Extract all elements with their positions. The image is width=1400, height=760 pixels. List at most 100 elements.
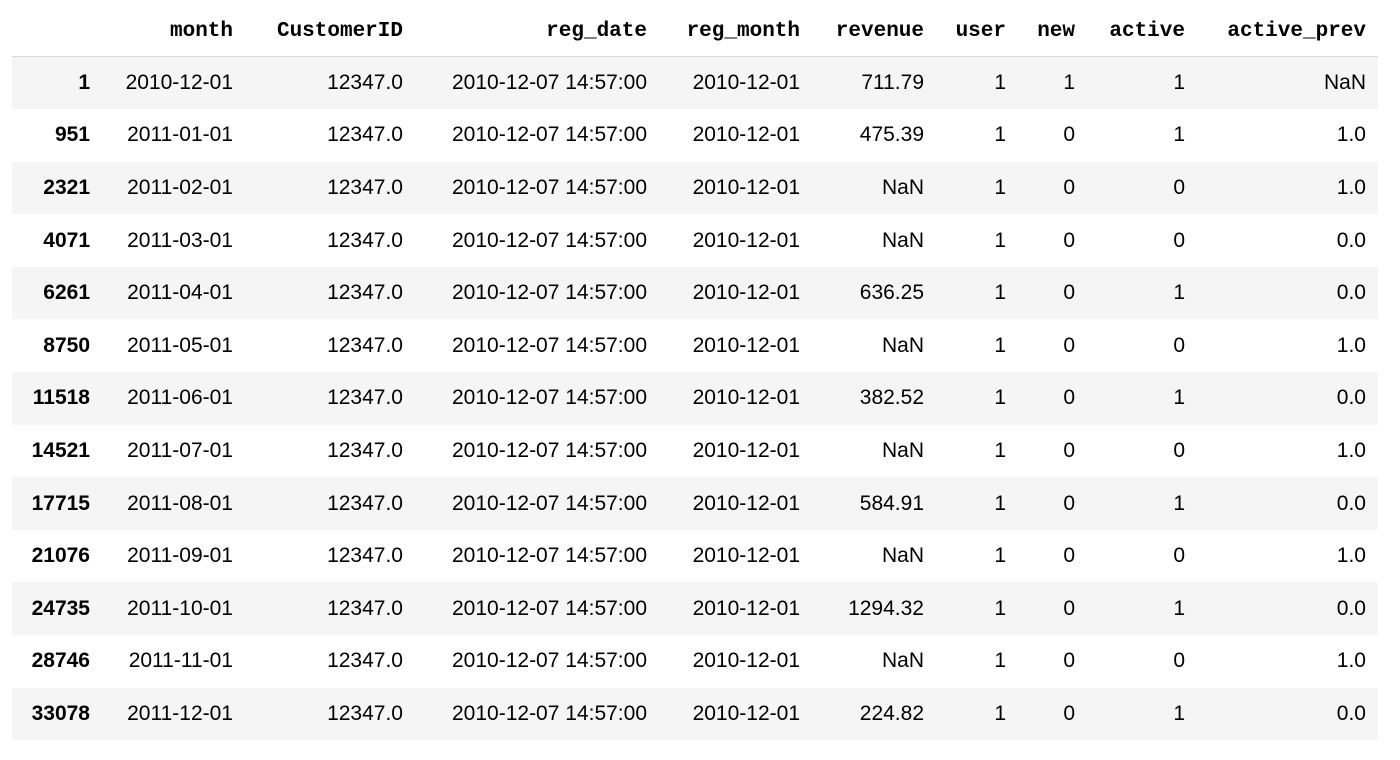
cell-month: 2011-02-01 <box>127 175 233 199</box>
table-row: 6261 2011-04-01 12347.0 2010-12-07 14:57:00… <box>12 266 1378 320</box>
column-header-user: user <box>936 6 1018 57</box>
cell-active: 1 <box>1173 123 1185 147</box>
cell-active: 0 <box>1173 438 1185 462</box>
table-row: 4071 2011-03-01 12347.0 2010-12-07 14:57:00… <box>12 214 1378 267</box>
row-index: 8750 <box>43 333 90 357</box>
row-index: 2321 <box>43 175 90 199</box>
cell-month: 2011-03-01 <box>127 228 233 252</box>
column-header-month: month <box>102 6 245 57</box>
cell-active: 0 <box>1173 544 1185 568</box>
cell-user: 1 <box>994 281 1006 305</box>
cell-active-prev: 0.0 <box>1336 701 1366 725</box>
cell-customerid: 12347.0 <box>327 701 403 725</box>
cell-reg-month: 2010-12-01 <box>692 281 800 305</box>
cell-user: 1 <box>994 175 1006 199</box>
cell-user: 1 <box>994 544 1006 568</box>
cell-reg-month: 2010-12-01 <box>692 123 800 147</box>
table-header: month CustomerID reg_date reg_month reve… <box>12 6 1378 57</box>
row-index: 4071 <box>43 228 90 252</box>
cell-revenue: 711.79 <box>861 71 924 95</box>
cell-reg-date: 2010-12-07 14:57:00 <box>452 544 647 568</box>
table-row: 1 2010-12-01 12347.0 2010-12-07 14:57:00 201… <box>12 56 1378 110</box>
cell-active-prev: 0.0 <box>1336 228 1366 252</box>
cell-new: 0 <box>1063 438 1075 462</box>
cell-active-prev: 1.0 <box>1336 438 1366 462</box>
cell-revenue: 382.52 <box>859 386 924 410</box>
cell-month: 2011-07-01 <box>127 438 233 462</box>
table-row: 11518 2011-06-01 12347.0 2010-12-07 14:57:0… <box>12 372 1378 425</box>
row-index: 11518 <box>32 386 90 410</box>
cell-month: 2011-10-01 <box>127 596 233 620</box>
dataframe-output: month CustomerID reg_date reg_month reve… <box>12 6 1378 741</box>
cell-revenue: NaN <box>881 175 924 199</box>
cell-active: 0 <box>1173 228 1185 252</box>
table-row: 33078 2011-12-01 12347.0 2010-12-07 14:57:0… <box>12 687 1378 741</box>
cell-revenue: NaN <box>881 438 924 462</box>
cell-reg-date: 2010-12-07 14:57:00 <box>452 71 647 95</box>
cell-user: 1 <box>994 333 1006 357</box>
cell-reg-date: 2010-12-07 14:57:00 <box>452 123 647 147</box>
cell-user: 1 <box>994 701 1006 725</box>
cell-new: 0 <box>1063 596 1075 620</box>
cell-new: 0 <box>1063 123 1075 147</box>
row-index: 33078 <box>31 701 90 725</box>
cell-new: 0 <box>1063 228 1075 252</box>
cell-new: 0 <box>1063 701 1075 725</box>
cell-new: 0 <box>1063 333 1075 357</box>
cell-reg-date: 2010-12-07 14:57:00 <box>452 175 647 199</box>
table-row: 951 2011-01-01 12347.0 2010-12-07 14:57:00 2… <box>12 109 1378 162</box>
cell-customerid: 12347.0 <box>327 491 403 515</box>
cell-active-prev: 1.0 <box>1336 333 1366 357</box>
cell-customerid: 12347.0 <box>327 544 403 568</box>
row-index: 14521 <box>31 438 90 462</box>
cell-new: 0 <box>1063 281 1075 305</box>
cell-customerid: 12347.0 <box>327 333 403 357</box>
cell-reg-month: 2010-12-01 <box>692 175 800 199</box>
column-header-reg-month: reg_month <box>659 6 812 57</box>
table-row: 28746 2011-11-01 12347.0 2010-12-07 14:57:0… <box>12 635 1378 688</box>
cell-reg-month: 2010-12-01 <box>692 386 800 410</box>
cell-month: 2011-11-01 <box>128 649 233 673</box>
row-index: 6261 <box>43 281 90 305</box>
cell-reg-date: 2010-12-07 14:57:00 <box>452 281 647 305</box>
cell-active: 0 <box>1173 649 1185 673</box>
row-index: 28746 <box>31 649 90 673</box>
cell-reg-date: 2010-12-07 14:57:00 <box>452 701 647 725</box>
cell-month: 2011-08-01 <box>127 491 233 515</box>
column-header-active: active <box>1087 6 1197 57</box>
cell-user: 1 <box>994 228 1006 252</box>
cell-customerid: 12347.0 <box>327 649 403 673</box>
cell-revenue: 636.25 <box>859 281 924 305</box>
cell-customerid: 12347.0 <box>327 386 403 410</box>
cell-month: 2011-06-01 <box>127 386 233 410</box>
cell-active: 1 <box>1173 491 1185 515</box>
cell-customerid: 12347.0 <box>327 281 403 305</box>
cell-user: 1 <box>994 596 1006 620</box>
cell-customerid: 12347.0 <box>327 71 403 95</box>
cell-customerid: 12347.0 <box>327 123 403 147</box>
row-index: 1 <box>78 71 90 95</box>
cell-active-prev: 1.0 <box>1336 123 1366 147</box>
cell-reg-month: 2010-12-01 <box>692 228 800 252</box>
cell-reg-month: 2010-12-01 <box>692 596 800 620</box>
cell-reg-month: 2010-12-01 <box>692 544 800 568</box>
cell-month: 2011-01-01 <box>127 123 233 147</box>
cell-active: 1 <box>1173 281 1185 305</box>
cell-revenue: NaN <box>881 544 924 568</box>
row-index: 24735 <box>31 596 90 620</box>
cell-month: 2011-09-01 <box>127 544 233 568</box>
cell-reg-month: 2010-12-01 <box>692 438 800 462</box>
row-index: 21076 <box>31 544 90 568</box>
row-index: 17715 <box>31 491 90 515</box>
column-header-active-prev: active_prev <box>1197 6 1378 57</box>
dataframe-table: month CustomerID reg_date reg_month reve… <box>12 6 1378 741</box>
cell-revenue: 475.39 <box>859 123 924 147</box>
cell-revenue: 1294.32 <box>848 596 924 620</box>
cell-active: 1 <box>1173 596 1185 620</box>
row-index: 951 <box>54 123 90 147</box>
table-row: 21076 2011-09-01 12347.0 2010-12-07 14:57:0… <box>12 529 1378 583</box>
cell-reg-month: 2010-12-01 <box>692 491 800 515</box>
cell-active-prev: NaN <box>1323 71 1366 95</box>
cell-active: 0 <box>1173 333 1185 357</box>
cell-customerid: 12347.0 <box>327 438 403 462</box>
